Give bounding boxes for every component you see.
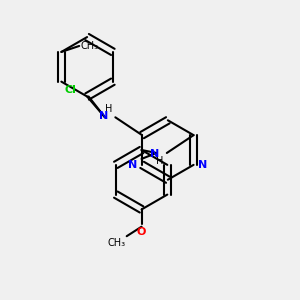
- Text: CH₃: CH₃: [107, 238, 125, 248]
- Text: H: H: [105, 104, 112, 114]
- Text: N: N: [128, 160, 138, 170]
- Text: Cl: Cl: [64, 85, 76, 94]
- Text: CH₃: CH₃: [81, 41, 99, 51]
- Text: O: O: [137, 227, 146, 237]
- Text: N: N: [99, 111, 108, 121]
- Text: N: N: [150, 149, 159, 160]
- Text: H: H: [157, 156, 164, 166]
- Text: N: N: [198, 160, 207, 170]
